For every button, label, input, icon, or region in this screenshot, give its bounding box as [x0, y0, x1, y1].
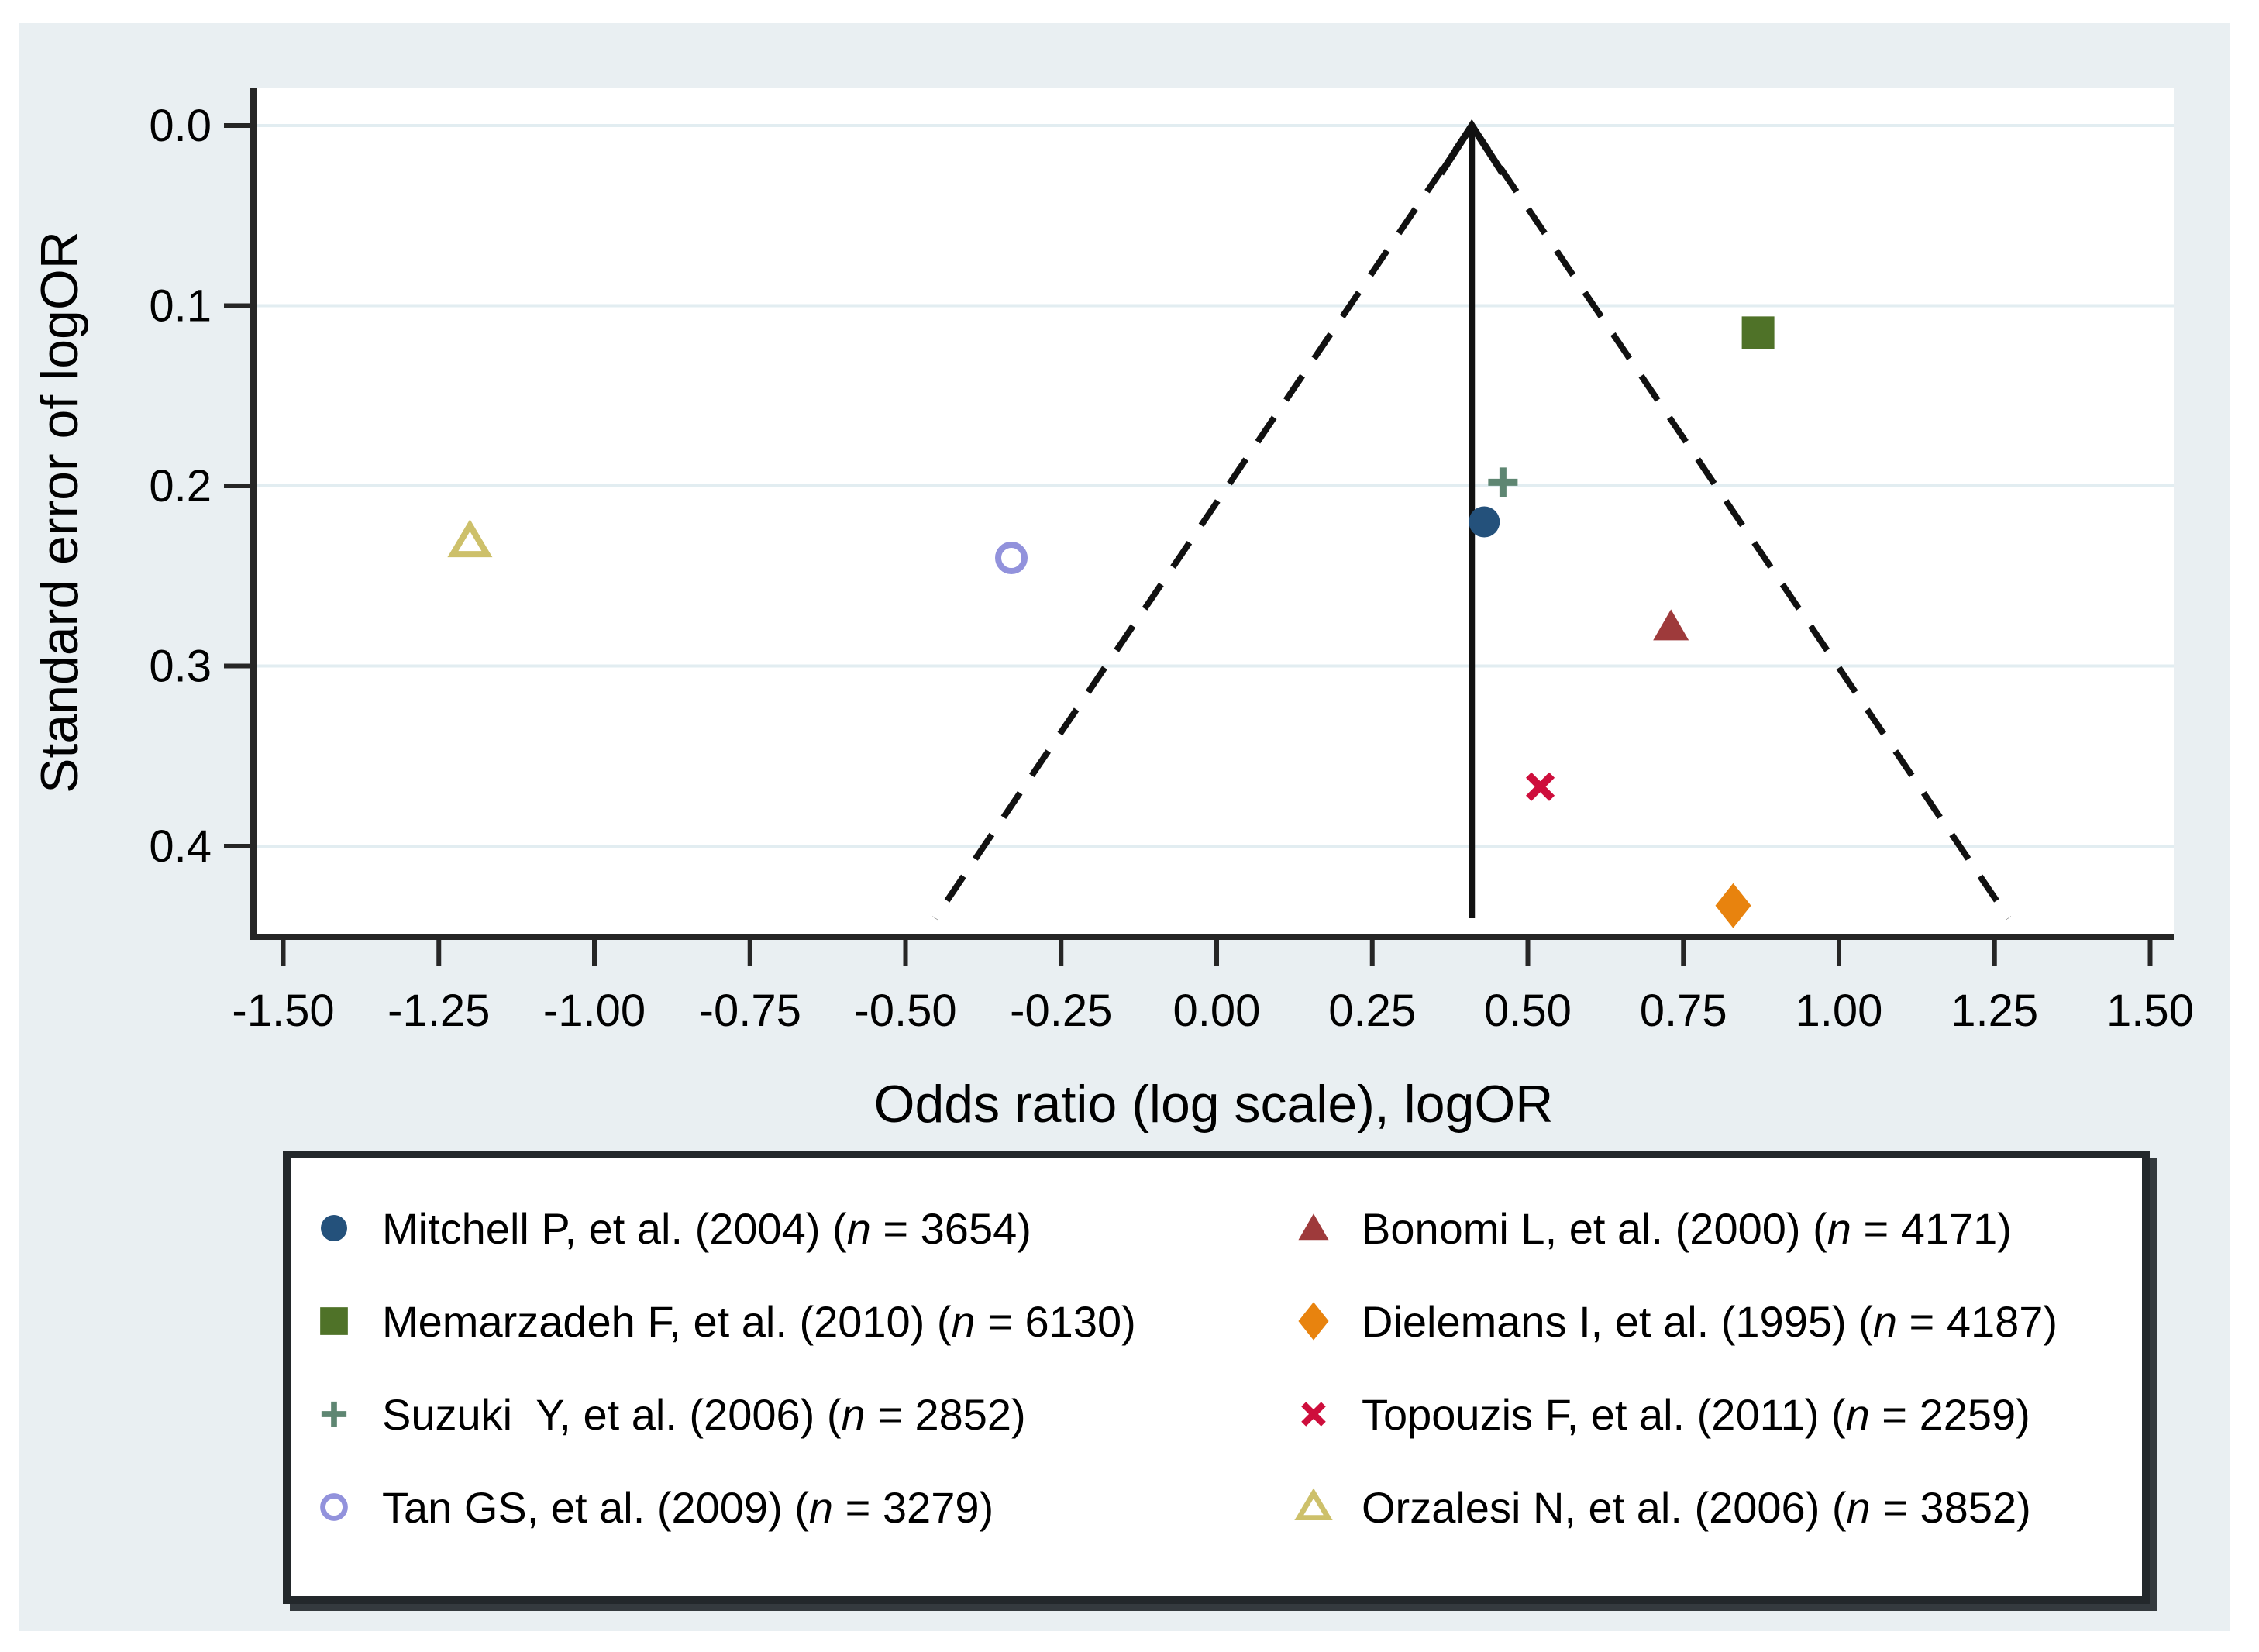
x-tick-label-0.75: 0.75: [1640, 986, 1727, 1036]
n-symbol: n: [846, 1203, 871, 1253]
funnel-dashed-line-left: [932, 123, 1475, 921]
legend-item-orzalesi: Orzalesi N, et al. (2006) (n = 3852): [1289, 1461, 2142, 1554]
n-symbol: n: [1827, 1203, 1851, 1253]
x-tick-label--1.00: -1.00: [543, 986, 646, 1036]
x-tick-label--0.75: -0.75: [699, 986, 801, 1036]
triangle-marker-icon: [1653, 609, 1689, 641]
x-marker-icon: [1301, 1402, 1326, 1427]
x-tick-label-0.50: 0.50: [1484, 986, 1572, 1036]
n-symbol: n: [841, 1389, 866, 1439]
diamond-marker-icon: [1715, 883, 1751, 928]
y-tick-label-0.0: 0.0: [149, 101, 212, 151]
n-symbol: n: [1872, 1296, 1897, 1346]
x-tick-label-1.50: 1.50: [2106, 986, 2194, 1036]
x-tick-label-0.25: 0.25: [1328, 986, 1416, 1036]
square-marker-icon: [320, 1307, 348, 1335]
marker-orzalesi: [447, 519, 493, 558]
triangle-open-icon: [1294, 1488, 1333, 1520]
axes: [224, 88, 2174, 966]
legend-item-suzuki: Suzuki Y, et al. (2006) (n = 2852): [309, 1368, 1289, 1461]
plus-marker-icon: [321, 1401, 347, 1427]
funnel-ci-lines: [932, 123, 2012, 921]
y-tick-label-0.2: 0.2: [149, 461, 212, 511]
y-tick-label-0.3: 0.3: [149, 642, 212, 692]
arrow-up-icon: [1438, 119, 1507, 176]
gridlines: [253, 124, 2174, 848]
n-symbol: n: [951, 1296, 976, 1346]
triangle-open-marker-icon: [1294, 1488, 1333, 1520]
x-tick-label-1.25: 1.25: [1951, 986, 2038, 1036]
y-tick-label-0.4: 0.4: [149, 821, 212, 872]
triangle-icon: [1298, 1213, 1329, 1241]
legend-item-tan: Tan GS, et al. (2009) (n = 3279): [309, 1461, 1289, 1554]
x-marker-icon: [1526, 772, 1555, 801]
diamond-icon: [1298, 1302, 1329, 1341]
legend-item-topouzis: Topouzis F, et al. (2011) (n = 2259): [1289, 1368, 2142, 1461]
circle-open-marker-icon: [995, 542, 1028, 574]
marker-suzuki: [1488, 467, 1518, 497]
y-tick-label-0.1: 0.1: [149, 281, 212, 332]
marker-mitchell: [1469, 506, 1500, 538]
x-tick-label--0.25: -0.25: [1010, 986, 1112, 1036]
plus-marker-icon: [1488, 467, 1518, 497]
triangle-marker-icon: [1298, 1213, 1329, 1241]
square-icon: [320, 1307, 348, 1335]
circle-icon: [321, 1215, 347, 1241]
legend-box: Mitchell P, et al. (2004) (n = 3654) Bono…: [283, 1151, 2150, 1604]
x-tick-label--1.25: -1.25: [387, 986, 490, 1036]
legend-label: Mitchell P, et al. (2004) (n = 3654): [382, 1203, 1031, 1253]
x-axis-title: Odds ratio (log scale), logOR: [874, 1075, 1554, 1134]
legend-label: Topouzis F, et al. (2011) (n = 2259): [1362, 1389, 2030, 1439]
circle-marker-icon: [1469, 506, 1500, 538]
circle-open-marker-icon: [320, 1493, 348, 1521]
data-markers: [447, 316, 1775, 928]
funnel-dashed-line-right: [1469, 123, 2012, 921]
legend-label: Bonomi L, et al. (2000) (n = 4171): [1362, 1203, 2012, 1253]
x-tick-label-0.00: 0.00: [1173, 986, 1261, 1036]
n-symbol: n: [1845, 1389, 1870, 1439]
n-symbol: n: [1846, 1482, 1871, 1532]
x-tick-label--0.50: -0.50: [854, 986, 956, 1036]
diamond-marker-icon: [1298, 1302, 1329, 1341]
x-tick-label-1.00: 1.00: [1796, 986, 1883, 1036]
legend-label: Dielemans I, et al. (1995) (n = 4187): [1362, 1296, 2058, 1346]
circle-open-icon: [320, 1493, 348, 1521]
legend-item-mitchell: Mitchell P, et al. (2004) (n = 3654): [309, 1182, 1289, 1275]
n-symbol: n: [808, 1482, 834, 1532]
marker-dielemans: [1715, 883, 1751, 928]
x-tick-label--1.50: -1.50: [232, 986, 334, 1036]
marker-bonomi: [1653, 609, 1689, 641]
legend-label: Suzuki Y, et al. (2006) (n = 2852): [382, 1389, 1026, 1439]
legend-label: Orzalesi N, et al. (2006) (n = 3852): [1362, 1482, 2031, 1532]
legend-item-bonomi: Bonomi L, et al. (2000) (n = 4171): [1289, 1182, 2142, 1275]
x-icon: [1301, 1402, 1326, 1427]
marker-topouzis: [1526, 772, 1555, 801]
tick-labels: 0.0 0.1 0.2 0.3 0.4 -1.50 -1.25 -1.00 -0.75 -0.50…: [149, 101, 2194, 1036]
square-marker-icon: [1741, 316, 1775, 349]
legend-item-dielemans: Dielemans I, et al. (1995) (n = 4187): [1289, 1275, 2142, 1368]
legend-item-memarzadeh: Memarzadeh F, et al. (2010) (n = 6130): [309, 1275, 1289, 1368]
legend-label: Memarzadeh F, et al. (2010) (n = 6130): [382, 1296, 1136, 1346]
y-axis-title: Standard error of logOR: [30, 231, 89, 793]
marker-memarzadeh: [1741, 316, 1775, 349]
legend-label: Tan GS, et al. (2009) (n = 3279): [382, 1482, 994, 1532]
triangle-open-marker-icon: [447, 519, 493, 558]
circle-marker-icon: [321, 1215, 347, 1241]
plus-icon: [321, 1401, 347, 1427]
marker-tan: [995, 542, 1028, 574]
